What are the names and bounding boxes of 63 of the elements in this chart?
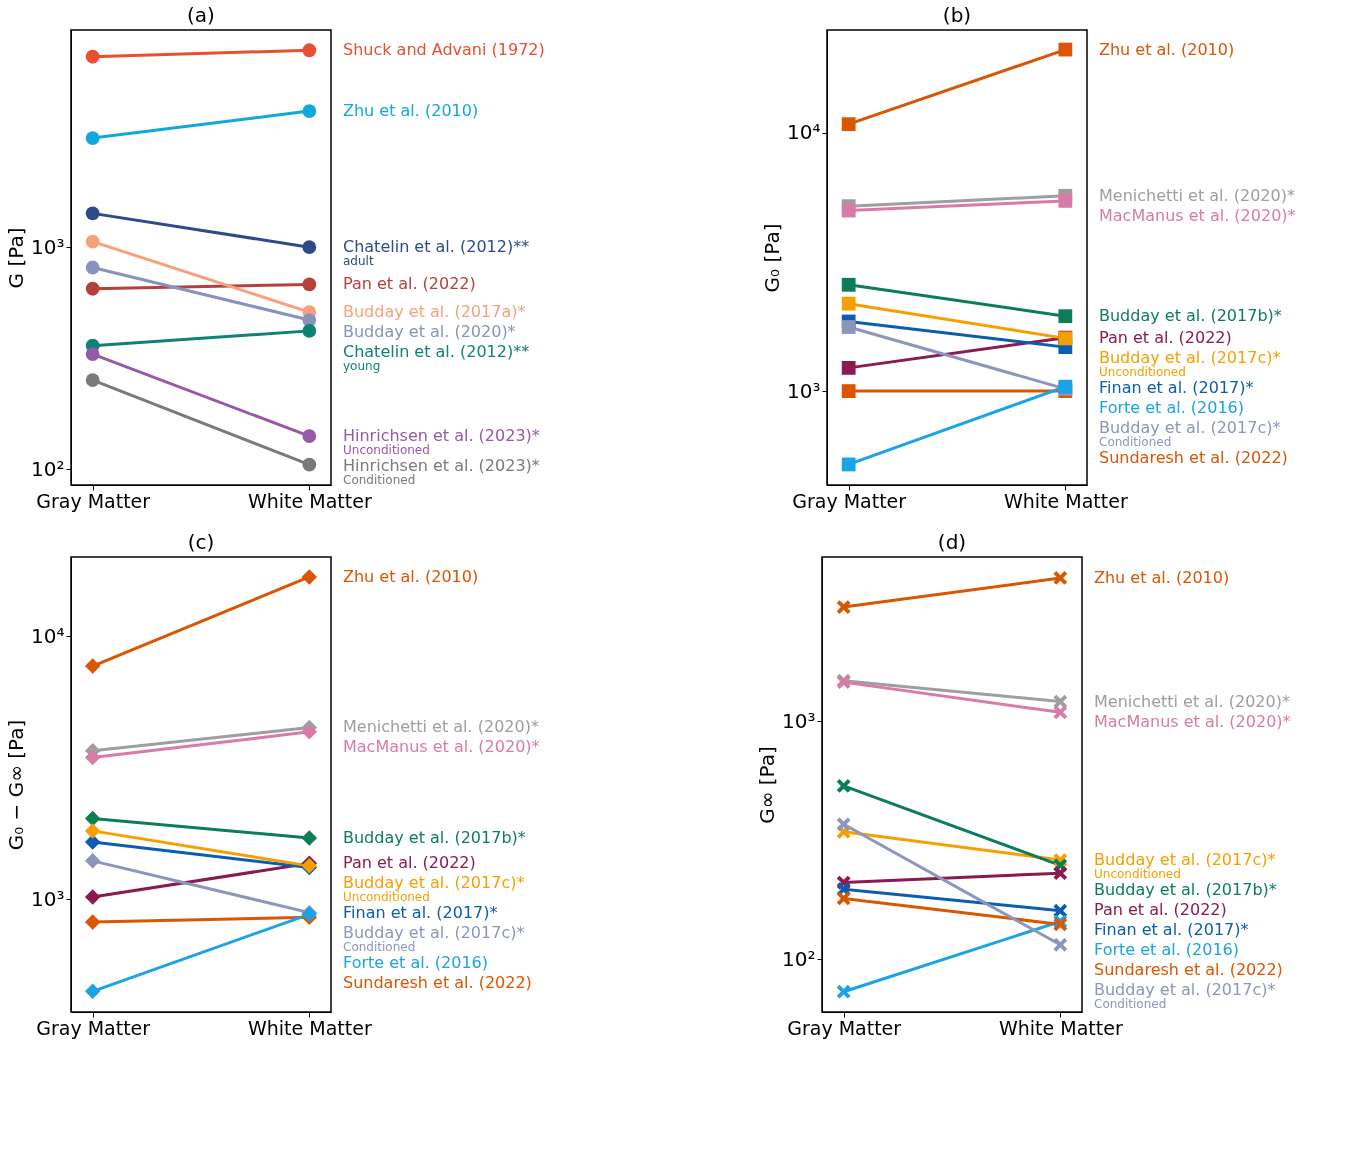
series-label: Hinrichsen et al. (2023)* Conditioned: [343, 456, 540, 488]
text: Pan et al. (2022): [1094, 900, 1227, 920]
y-tick-label: 10³: [31, 886, 65, 911]
series-label: Zhu et al. (2010): [1094, 567, 1230, 587]
series-label: Budday et al. (2017b)*: [1094, 880, 1277, 900]
series-label: MacManus et al. (2020)*: [1099, 205, 1296, 225]
series-label: Chatelin et al. (2012)** adult: [343, 237, 530, 269]
series-label: Pan et al. (2022): [343, 853, 476, 873]
y-axis-title: G₀ − G∞ [Pa]: [4, 719, 29, 851]
series-label: Pan et al. (2022): [343, 274, 476, 294]
series-label: Menichetti et al. (2020)*: [1094, 691, 1290, 711]
chart-title: (d): [937, 530, 967, 554]
series-label: Budday et al. (2017c)* Unconditioned: [1094, 850, 1276, 882]
series-label: Zhu et al. (2010): [343, 566, 479, 586]
x-tick-label: White Matter: [247, 489, 372, 512]
y-tick-label: 10³: [787, 378, 821, 403]
series-label: MacManus et al. (2020)*: [343, 737, 540, 757]
series-label: Shuck and Advani (1972): [343, 40, 545, 60]
series-label: MacManus et al. (2020)*: [1094, 711, 1291, 731]
y-tick-label: 10⁴: [787, 120, 821, 145]
series-label: Hinrichsen et al. (2023)* Unconditioned: [343, 426, 540, 458]
series-label: Menichetti et al. (2020)*: [343, 717, 539, 737]
x-tick-label: White Matter: [998, 1016, 1123, 1039]
series-label: Zhu et al. (2010): [1099, 39, 1235, 59]
series-label: Pan et al. (2022): [1099, 327, 1232, 347]
text: Budday et al. (2017c)* Conditioned: [1099, 417, 1281, 449]
x-tick-label: Gray Matter: [787, 1016, 902, 1039]
series-label: Budday et al. (2017c)* Unconditioned: [1099, 347, 1281, 379]
x-tick-label: White Matter: [247, 1016, 372, 1039]
text: Finan et al. (2017)*: [1099, 377, 1254, 397]
text: Sundaresh et al. (2022): [343, 973, 532, 993]
series-label: Chatelin et al. (2012)** young: [343, 342, 530, 374]
y-tick-label: 10⁴: [31, 623, 65, 648]
x-tick-label: Gray Matter: [36, 489, 151, 512]
x-tick-label: Gray Matter: [792, 489, 907, 512]
text: Finan et al. (2017)*: [343, 903, 498, 923]
series-label: Forte et al. (2016): [1099, 397, 1245, 417]
series-label: Budday et al. (2017b)*: [343, 828, 526, 848]
text: Forte et al. (2016): [343, 953, 489, 973]
series-label: Budday et al. (2017b)*: [1099, 306, 1282, 326]
series-label: Budday et al. (2017c)* Unconditioned: [343, 873, 525, 905]
y-tick-label: 10²: [31, 456, 65, 481]
y-tick-label: 10³: [782, 708, 816, 733]
y-axis-title: G₀ [Pa]: [760, 223, 785, 293]
series-label: Budday et al. (2017a)*: [343, 302, 526, 322]
y-tick-label: 10³: [31, 234, 65, 259]
series-label: Forte et al. (2016): [1094, 940, 1240, 960]
series-label: Budday et al. (2017c)* Conditioned: [343, 923, 525, 955]
text: Sundaresh et al. (2022): [1094, 960, 1283, 980]
series-label: Budday et al. (2020)*: [343, 322, 516, 342]
series-label: Finan et al. (2017)*: [1094, 920, 1249, 940]
x-tick-label: White Matter: [1003, 489, 1128, 512]
chart-title: (c): [187, 530, 215, 554]
y-axis-title: G [Pa]: [4, 227, 29, 289]
chart-title: (b): [942, 3, 972, 27]
y-tick-label: 10²: [782, 946, 816, 971]
text: Budday et al. (2017c)* Conditioned: [1094, 980, 1276, 1012]
x-tick-label: Gray Matter: [36, 1016, 151, 1039]
text: Sundaresh et al. (2022): [1099, 447, 1288, 467]
series-label: Zhu et al. (2010): [343, 101, 479, 121]
chart-title: (a): [187, 3, 215, 27]
series-label: Menichetti et al. (2020)*: [1099, 185, 1295, 205]
y-axis-title: G∞ [Pa]: [755, 746, 780, 824]
